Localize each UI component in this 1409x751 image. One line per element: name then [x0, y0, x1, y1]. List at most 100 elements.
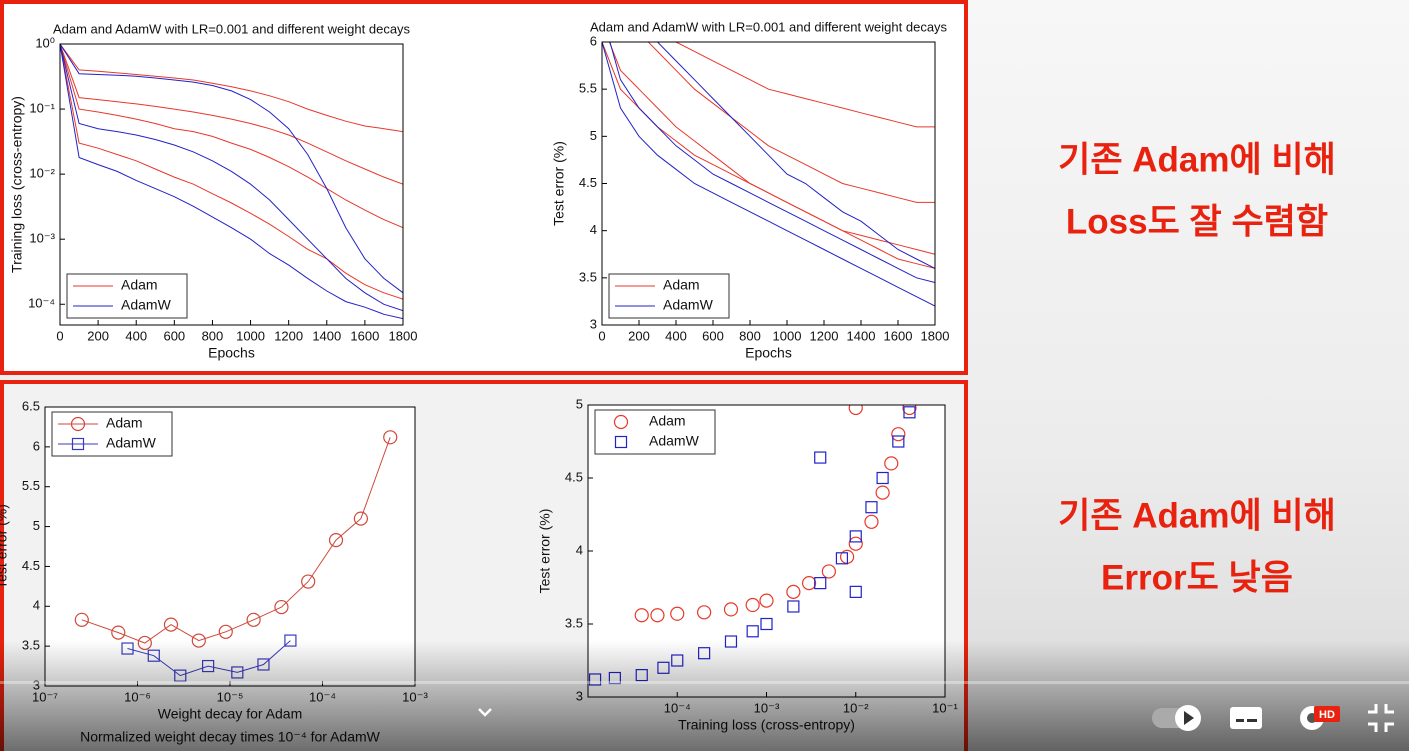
marker — [697, 605, 712, 620]
y-tick-label: 4.5 — [579, 175, 597, 190]
chart: Adam and AdamW with LR=0.001 and differe… — [9, 21, 418, 360]
legend-marker — [613, 414, 629, 430]
marker — [353, 511, 368, 526]
progress-bar[interactable] — [0, 681, 1409, 684]
line — [608, 42, 935, 269]
x-axis-label: Epochs — [745, 345, 792, 361]
marker — [835, 552, 849, 565]
y-axis-label: Test error (%) — [551, 141, 567, 226]
line — [609, 42, 935, 283]
marker — [849, 530, 862, 543]
y-tick-label: 5 — [576, 396, 583, 411]
line — [60, 44, 403, 294]
x-tick-label: 400 — [665, 328, 687, 343]
y-axis-label: Training loss (cross-entropy) — [9, 96, 25, 273]
marker — [328, 533, 344, 548]
y-tick-label: 4 — [33, 598, 40, 613]
annotation: 기존 Adam에 비해 — [1058, 140, 1336, 179]
line — [602, 42, 935, 307]
marker — [902, 405, 917, 416]
x-tick-label: 800 — [739, 328, 761, 343]
marker — [246, 612, 261, 627]
legend-marker — [70, 416, 86, 432]
exit-fullscreen-button[interactable] — [1368, 704, 1394, 732]
marker — [218, 624, 233, 639]
marker — [814, 451, 827, 464]
y-axis-label: Test error (%) — [537, 509, 553, 594]
line — [656, 42, 935, 269]
marker — [848, 536, 863, 551]
y-tick-label: 6 — [590, 33, 597, 48]
marker — [634, 608, 649, 623]
x-tick-label: 1800 — [921, 328, 950, 343]
marker — [892, 435, 905, 448]
x-tick-label: 1400 — [312, 328, 341, 343]
y-tick-label: 10⁻³ — [29, 231, 55, 246]
y-tick-label: 5.5 — [22, 478, 40, 493]
marker — [903, 406, 916, 419]
y-tick-label: 4 — [576, 542, 583, 557]
marker — [74, 612, 89, 627]
line — [674, 42, 935, 128]
legend-label: Adam — [649, 413, 686, 429]
marker — [848, 405, 863, 416]
x-tick-label: 400 — [125, 328, 147, 343]
marker — [670, 606, 685, 621]
x-tick-label: 0 — [598, 328, 605, 343]
legend-box — [608, 273, 730, 319]
y-tick-label: 5 — [33, 518, 40, 533]
y-tick-label: 3 — [590, 316, 597, 331]
y-axis-label: Test error (%) — [0, 504, 10, 589]
marker — [745, 597, 760, 613]
marker — [301, 574, 316, 589]
expand-button[interactable] — [478, 708, 492, 717]
line — [647, 42, 935, 203]
line — [60, 44, 403, 133]
marker — [864, 514, 879, 529]
y-tick-label: 3.5 — [579, 269, 597, 284]
marker — [821, 564, 836, 579]
x-tick-label: 1200 — [810, 328, 839, 343]
y-tick-label: 10⁻² — [29, 166, 55, 181]
line — [60, 44, 403, 312]
chart-title: Adam and AdamW with LR=0.001 and differe… — [53, 21, 411, 36]
marker — [723, 602, 739, 617]
svg-text:HD: HD — [1319, 709, 1335, 721]
y-tick-label: 3.5 — [565, 615, 583, 630]
legend-label: Adam — [106, 415, 143, 431]
x-tick-label: 200 — [87, 328, 109, 343]
line — [60, 44, 403, 185]
marker — [884, 456, 899, 471]
legend-label: AdamW — [121, 297, 172, 313]
x-tick-label: 1600 — [884, 328, 913, 343]
marker — [759, 593, 774, 608]
x-tick-label: 1800 — [389, 328, 418, 343]
subtitles-button[interactable] — [1230, 707, 1262, 729]
y-tick-label: 4.5 — [22, 558, 40, 573]
legend-box — [66, 273, 188, 319]
y-tick-label: 10⁻⁴ — [28, 296, 55, 311]
chart-title: Adam and AdamW with LR=0.001 and differe… — [590, 19, 948, 34]
annotation: Loss도 잘 수렴함 — [1066, 202, 1328, 241]
y-tick-label: 4 — [590, 222, 597, 237]
chart: Adam and AdamW with LR=0.001 and differe… — [551, 19, 950, 361]
y-tick-label: 10⁰ — [35, 35, 55, 50]
player-shade — [0, 640, 1409, 751]
marker — [787, 600, 800, 613]
marker — [163, 617, 179, 632]
marker — [786, 584, 801, 599]
autoplay-toggle[interactable] — [1152, 705, 1201, 731]
line — [60, 44, 403, 320]
y-tick-label: 5.5 — [579, 81, 597, 96]
marker — [849, 585, 862, 598]
y-tick-label: 10⁻¹ — [29, 101, 55, 116]
x-tick-label: 600 — [702, 328, 724, 343]
x-axis-label: Epochs — [208, 345, 255, 361]
axes-frame — [601, 41, 936, 326]
legend-label: AdamW — [649, 433, 700, 449]
marker — [801, 576, 817, 591]
axes-frame — [59, 43, 404, 326]
settings-button[interactable]: HD — [1300, 706, 1340, 730]
legend-marker — [71, 437, 85, 451]
marker — [274, 599, 289, 615]
